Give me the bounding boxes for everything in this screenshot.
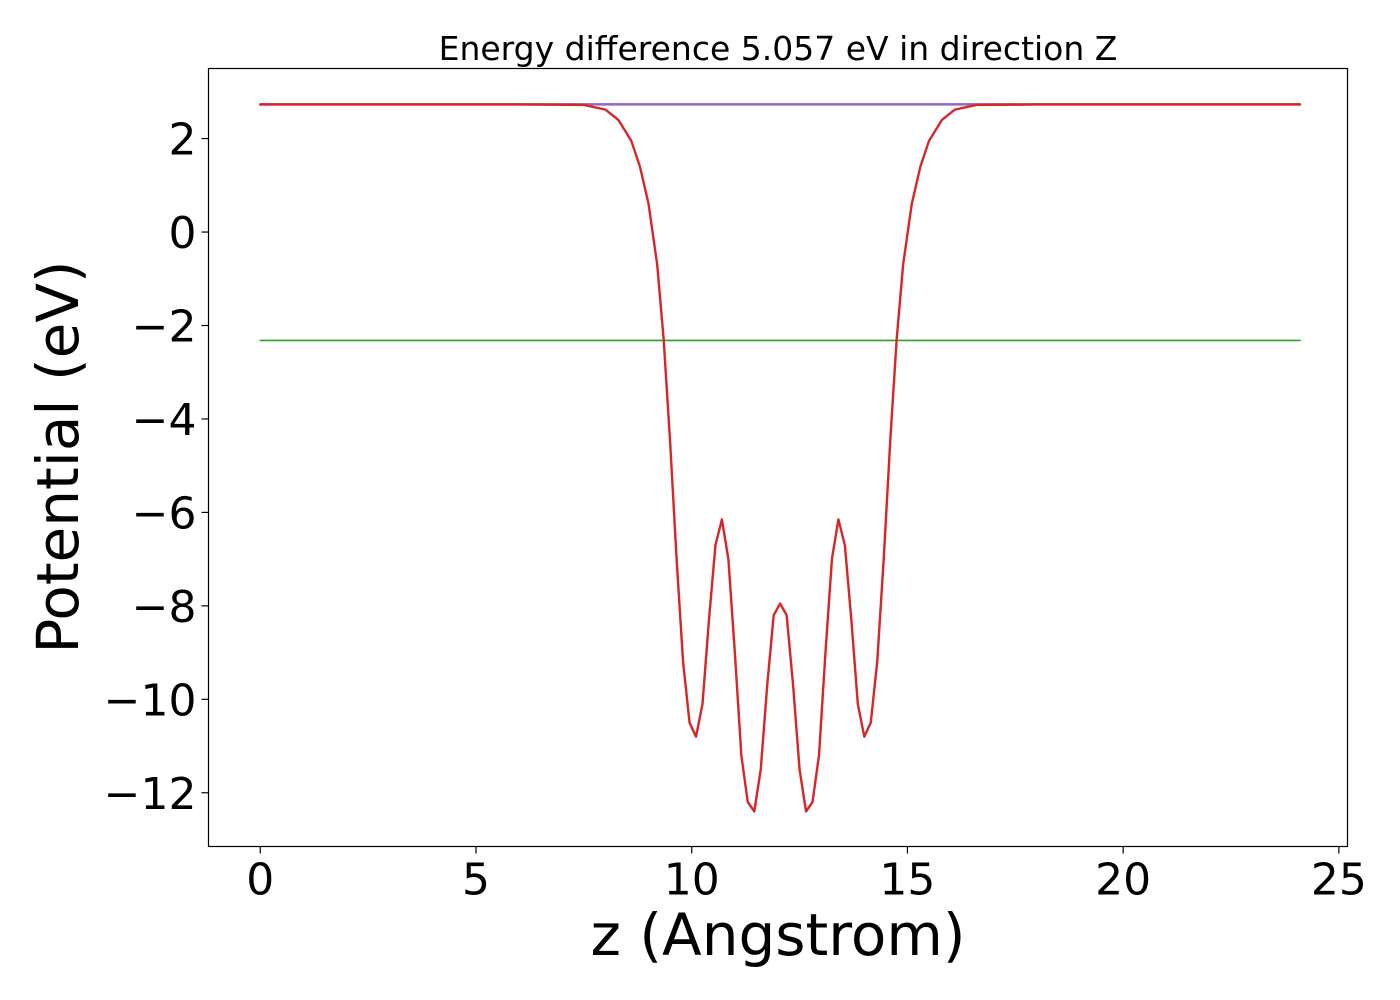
y-axis: 2 0 −2 −4 −6 −8 −10 −12: [104, 115, 209, 820]
chart-title: Energy difference 5.057 eV in direction …: [439, 29, 1118, 68]
y-tick-label: −10: [104, 675, 197, 726]
x-tick-label: 20: [1095, 855, 1151, 906]
series-line-3: [259, 103, 1302, 813]
x-tick-label: 10: [664, 855, 720, 906]
y-tick-label: −8: [132, 582, 197, 633]
x-axis-label: z (Angstrom): [591, 901, 966, 969]
axes-frame: [207, 67, 1349, 848]
x-axis: 0 5 10 15 20 25: [246, 846, 1367, 906]
y-tick-label: −2: [132, 301, 197, 352]
x-tick-label: 25: [1311, 855, 1367, 906]
x-tick-label: 0: [246, 855, 274, 906]
x-tick-label: 15: [879, 855, 935, 906]
plot-area: [259, 103, 1302, 813]
y-tick-label: −6: [132, 488, 197, 539]
y-tick-label: 0: [169, 208, 197, 259]
x-tick-label: 5: [462, 855, 490, 906]
y-tick-label: 2: [169, 115, 197, 166]
y-axis-label: Potential (eV): [24, 260, 92, 653]
y-tick-label: −12: [104, 769, 197, 820]
y-tick-label: −4: [132, 395, 197, 446]
